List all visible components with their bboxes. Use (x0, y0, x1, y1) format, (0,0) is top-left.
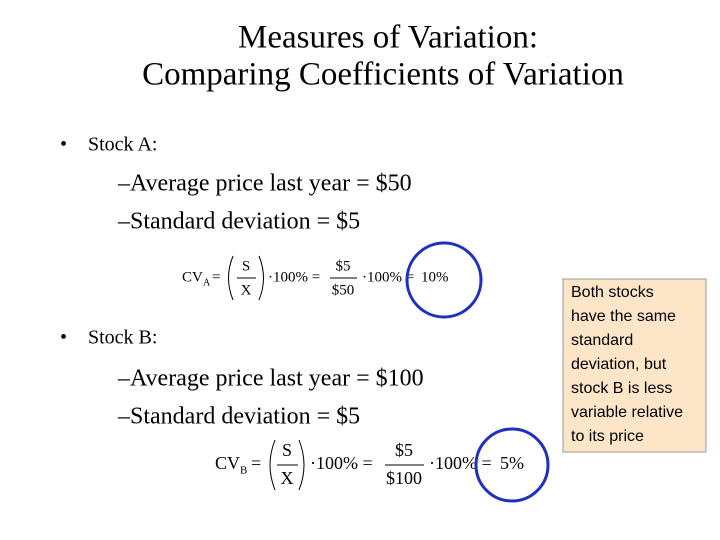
bullet-dot: • (60, 327, 67, 349)
sub-bullet: Standard deviation = $5 (130, 404, 360, 430)
formula-text: $50 (332, 282, 355, 298)
formula-text: $5 (395, 440, 413, 460)
title-line: Comparing Coefficients of Variation (142, 57, 624, 93)
callout-line: Both stocks (571, 284, 654, 301)
paren (269, 439, 305, 491)
title-line: Measures of Variation: (238, 20, 538, 56)
formula-text: = (212, 269, 220, 285)
sub-bullet: Average price last year = $100 (130, 366, 424, 392)
bullet-dot: • (60, 134, 67, 156)
formula-sub: A (203, 277, 211, 288)
sub-bullet: Standard deviation = $5 (130, 209, 360, 235)
callout-line: have the same (571, 308, 676, 325)
callout-line: stock B is less (571, 380, 672, 397)
formula-text: S (242, 258, 250, 274)
formula-sub: B (240, 465, 247, 477)
formula-text: CV (182, 269, 203, 285)
formula-text: $100 (386, 468, 422, 488)
formula-text: ·100% = (429, 453, 492, 473)
dash: – (117, 404, 131, 430)
callout-line: deviation, but (571, 356, 667, 373)
callout-line: standard (571, 332, 633, 349)
formula-text: X (281, 468, 294, 488)
dash: – (117, 171, 131, 197)
formula-text: ·100% = (310, 453, 373, 473)
sub-bullet: Average price last year = $50 (130, 171, 412, 197)
formula-text: = (251, 453, 261, 473)
callout-line: variable relative (571, 404, 683, 421)
formula-result: 10% (421, 269, 449, 285)
callout-line: to its price (571, 428, 644, 445)
callout: Both stocks have the same standard deviatio… (571, 284, 683, 445)
highlight-circle (405, 241, 483, 319)
formula: CV B = S X ·100% = $5 $100 ·100% = 5% (215, 439, 524, 491)
formula-text: X (241, 282, 252, 298)
formula-text: ·100% = (268, 269, 320, 285)
formula-result: 5% (500, 453, 524, 473)
bullet: Stock A: (88, 134, 157, 156)
formula-text: ·100% = (362, 269, 414, 285)
paren (228, 255, 264, 301)
formula-text: $5 (336, 258, 351, 274)
formula-text: S (282, 440, 292, 460)
formula: CV A = S X ·100% = $5 $50 ·100% = 10% (182, 255, 449, 301)
highlight-circle (474, 427, 550, 503)
formula-text: CV (215, 453, 240, 473)
callout-box (562, 278, 707, 453)
dash: – (117, 366, 131, 392)
bullet: Stock B: (88, 327, 157, 349)
dash: – (117, 209, 131, 235)
